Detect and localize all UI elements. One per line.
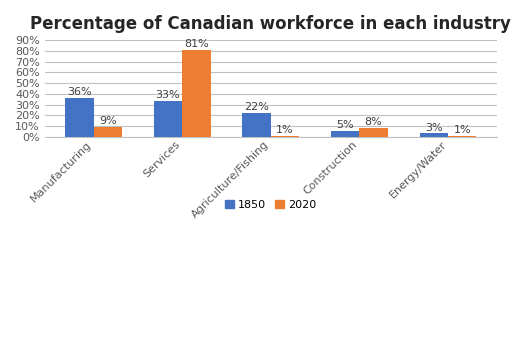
Text: 5%: 5%: [336, 120, 354, 131]
Bar: [65, 98, 94, 137]
Bar: [331, 131, 359, 137]
Text: 1%: 1%: [454, 125, 471, 135]
Text: 36%: 36%: [67, 87, 92, 97]
Bar: [271, 136, 299, 137]
Bar: [359, 128, 388, 137]
Text: 8%: 8%: [365, 117, 382, 127]
Bar: [182, 50, 210, 137]
Text: 81%: 81%: [184, 39, 209, 49]
Text: 3%: 3%: [425, 122, 443, 133]
Text: 33%: 33%: [156, 91, 180, 100]
Bar: [94, 127, 122, 137]
Text: 9%: 9%: [99, 116, 117, 126]
Legend: 1850, 2020: 1850, 2020: [220, 195, 321, 214]
Title: Percentage of Canadian workforce in each industry: Percentage of Canadian workforce in each…: [30, 15, 511, 33]
Bar: [448, 136, 477, 137]
Text: 1%: 1%: [276, 125, 294, 135]
Text: 22%: 22%: [244, 102, 269, 112]
Bar: [420, 133, 448, 137]
Bar: [154, 101, 182, 137]
Bar: [243, 113, 271, 137]
